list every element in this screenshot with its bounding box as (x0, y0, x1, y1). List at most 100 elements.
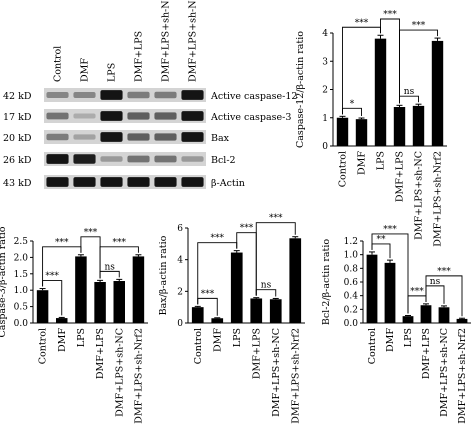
significance-bracket (371, 233, 409, 314)
bar (75, 256, 87, 323)
significance-bracket (399, 29, 438, 104)
y-tick-label: 0.4 (344, 292, 359, 302)
x-tick-label: DMF+LPS+sh-NC (439, 328, 450, 417)
significance-label: ns (430, 277, 441, 287)
x-tick-label: DMF+LPS+sh-Nrf2 (290, 328, 301, 424)
bar (36, 290, 49, 323)
blot-protein-label: Bax (211, 133, 230, 144)
bar (456, 318, 468, 323)
y-axis-label: Caspase-12/β-actin ratio (295, 31, 306, 148)
significance-label: *** (410, 287, 424, 297)
significance-label: *** (412, 21, 426, 31)
blot-band (127, 155, 150, 163)
bax-chart: 0 2 4 6 Bax/β-actin ratio Control DMF LPS DMF+LP… (158, 214, 305, 424)
y-tick-label: 0.0 (344, 319, 359, 329)
y-tick-label: 1 (322, 114, 328, 124)
x-tick-label: Control (338, 151, 349, 187)
y-tick-label: 0 (177, 319, 183, 329)
x-tick-label: DMF+LPS+sh-NC (114, 328, 125, 417)
significance-label: *** (383, 225, 397, 235)
bar (355, 119, 368, 146)
x-tick-label: DMF+LPS+sh-Nrf2 (433, 151, 444, 247)
blot-band (181, 90, 204, 100)
blot-band (73, 134, 96, 140)
x-tick-label: DMF+LPS+sh-NC (414, 151, 425, 240)
blot-band (181, 156, 204, 162)
blot-band (181, 111, 204, 121)
significance-bracket (255, 289, 277, 297)
x-tick-label: Control (367, 328, 378, 364)
blot-band (46, 112, 69, 120)
blot-band (154, 112, 177, 120)
bar (132, 256, 145, 323)
significance-label: *** (383, 10, 397, 20)
blot-band (127, 112, 150, 120)
x-tick-label: DMF+LPS (421, 328, 432, 379)
x-tick-label: DMF+LPS (251, 328, 262, 379)
y-tick-label: 2.5 (14, 237, 29, 247)
blot-lane-label: DMF (80, 58, 91, 82)
blot-kd-label: 43 kD (3, 178, 32, 189)
caspase12-chart: 0 1 2 3 4 Caspase-12/β-actin ratio Control DMF L… (295, 10, 447, 247)
y-axis-label: Bcl-2/β-actin ratio (321, 239, 332, 326)
significance-label: * (350, 99, 355, 109)
y-tick-label: 0.8 (344, 264, 359, 274)
blot-kd-label: 26 kD (3, 155, 32, 166)
blot-lane-label: LPS (107, 63, 118, 82)
blot-strip (44, 88, 206, 102)
bar (438, 307, 450, 323)
bar (393, 107, 406, 146)
blot-band (73, 177, 96, 187)
blot-band (73, 154, 96, 164)
blot-lane-label: DMF+LPS+sh-Nrf2 (188, 0, 199, 82)
significance-label: *** (355, 18, 369, 28)
caspase3-chart: 0.0 0.5 1.0 1.5 2.0 2.5 Caspase-3/β-actin rati… (0, 226, 148, 424)
y-tick-label: 0.5 (14, 303, 29, 313)
x-tick-label: DMF+LPS (395, 151, 406, 202)
blot-band (154, 133, 177, 141)
y-tick-label: 4 (322, 29, 328, 39)
x-tick-label: LPS (76, 328, 87, 347)
x-tick-label: DMF (385, 328, 396, 352)
bar (94, 282, 106, 323)
y-tick-label: 1.0 (344, 251, 359, 261)
y-tick-label: 1.2 (344, 237, 358, 247)
blot-band (100, 90, 123, 100)
x-tick-label: DMF (357, 151, 368, 175)
y-tick-label: 6 (177, 224, 183, 234)
y-tick-label: 0 (322, 142, 328, 152)
blot-lane-label: DMF+LPS (134, 31, 145, 82)
bar (250, 298, 263, 323)
blot-band (181, 177, 204, 187)
x-tick-label: Control (38, 328, 49, 364)
blot-band (154, 155, 177, 163)
x-tick-label: LPS (376, 151, 387, 170)
y-tick-label: 1.0 (14, 286, 29, 296)
x-tick-label: DMF+LPS+sh-NC (271, 328, 282, 417)
significance-bracket (99, 270, 120, 279)
bar (56, 318, 68, 323)
blot-kd-label: 17 kD (3, 112, 32, 123)
y-tick-label: 3 (322, 57, 328, 67)
blot-kd-label: 20 kD (3, 133, 32, 144)
y-tick-label: 2 (322, 86, 328, 96)
significance-label: *** (45, 272, 59, 282)
blot-protein-label: Active caspase-3 (210, 112, 291, 123)
significance-label: ** (377, 235, 387, 245)
blot-band (100, 177, 123, 187)
significance-label: *** (55, 238, 69, 248)
significance-label: ns (261, 281, 272, 291)
bar (366, 254, 378, 323)
blot-lane-label: Control (53, 46, 64, 82)
blot-protein-label: Bcl-2 (211, 155, 236, 166)
significance-label: *** (269, 214, 283, 224)
blot-band (73, 91, 96, 99)
significance-label: *** (437, 267, 451, 277)
significance-bracket (99, 246, 139, 279)
blot-band (154, 177, 177, 187)
blot-band (100, 132, 123, 142)
bar (384, 262, 396, 323)
bar (431, 40, 444, 146)
y-tick-label: 0.2 (344, 305, 358, 315)
y-tick-label: 4 (177, 256, 183, 266)
